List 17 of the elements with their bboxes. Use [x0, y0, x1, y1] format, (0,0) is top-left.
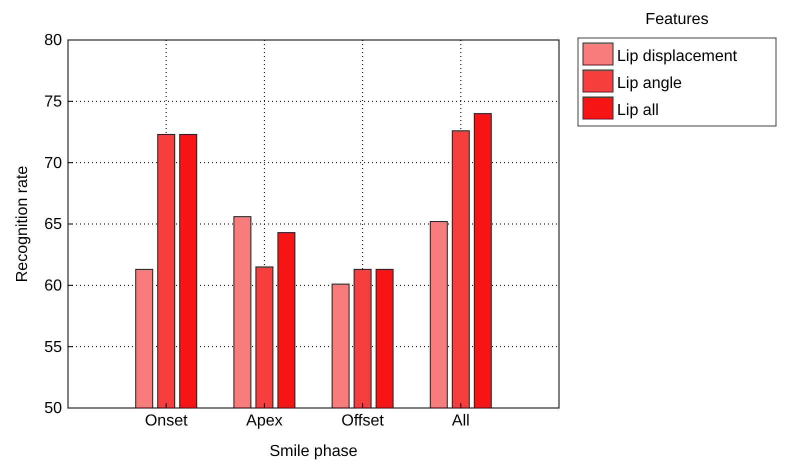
- y-tick-label: 55: [44, 338, 62, 356]
- x-tick-label: Onset: [144, 412, 188, 430]
- x-axis-title: Smile phase: [269, 443, 358, 460]
- legend-label: Lip angle: [617, 75, 682, 92]
- legend-label: Lip displacement: [617, 48, 738, 65]
- x-tick-label: Offset: [341, 412, 384, 430]
- y-tick-label: 65: [44, 216, 62, 234]
- y-tick-label: 60: [44, 277, 62, 294]
- y-tick-label: 70: [44, 154, 62, 172]
- y-tick-label: 50: [44, 400, 62, 418]
- y-axis-title: Recognition rate: [14, 166, 31, 282]
- y-tick-label: 75: [44, 93, 62, 110]
- legend-label: Lip all: [617, 102, 659, 119]
- x-tick-label: All: [452, 412, 470, 430]
- legend-title: Features: [645, 11, 709, 28]
- y-tick-label: 80: [44, 32, 62, 50]
- x-tick-label: Apex: [246, 412, 283, 430]
